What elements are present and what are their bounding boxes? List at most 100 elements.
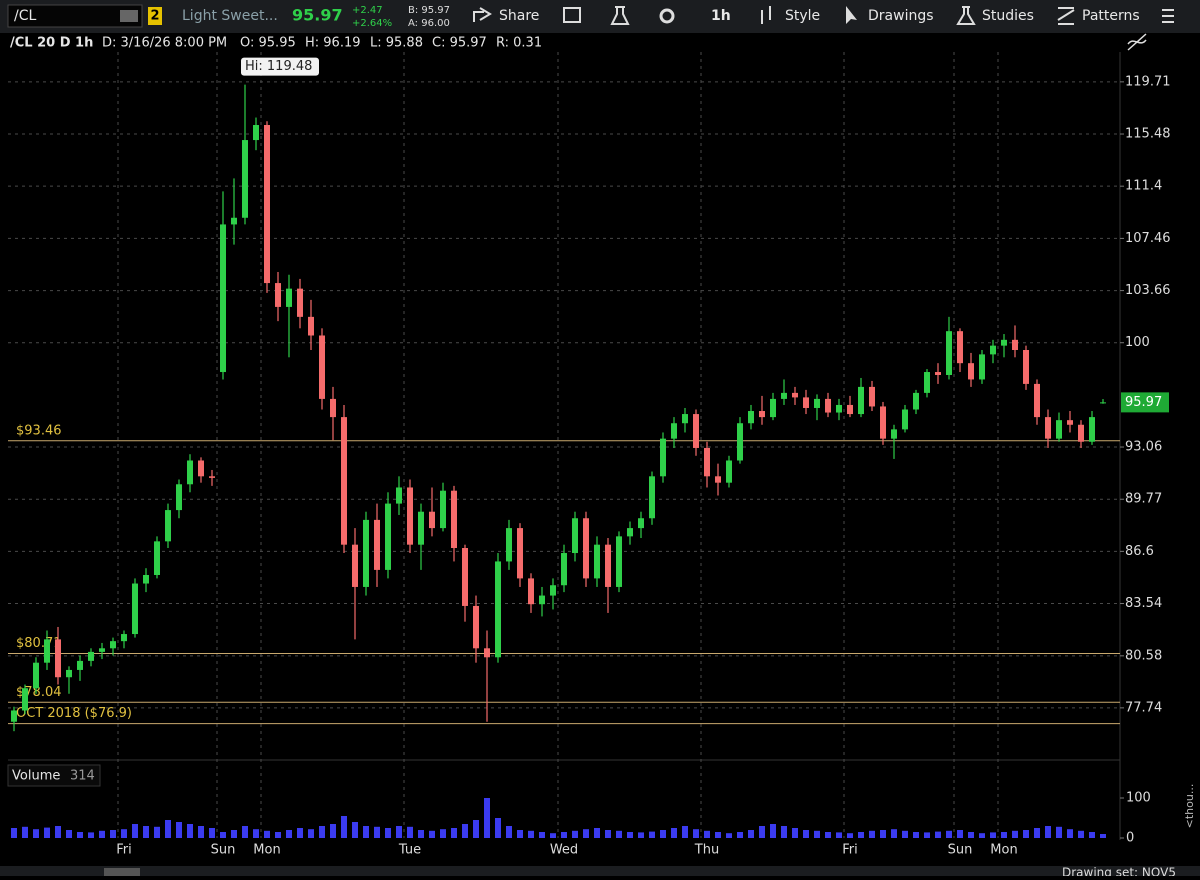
volume-bar [1045,826,1051,838]
bar-high: H: 96.19 [305,36,361,51]
candle-body [781,392,787,399]
candle-body [1012,339,1018,350]
volume-bar [99,830,105,838]
candle-body [704,447,710,477]
cursor-icon[interactable] [846,6,857,24]
candle-body [286,288,292,307]
candle-body [594,544,600,579]
volume-bar [330,824,336,838]
volume-bar [957,830,963,838]
candle-body [242,140,248,218]
volume-bar [198,826,204,838]
screen-icon[interactable] [563,7,581,23]
candle-body [165,510,171,542]
candle-body [132,583,138,635]
candle-body [22,688,28,711]
timeframe[interactable]: 1h [711,8,731,24]
candle-body [363,519,369,587]
candle-body [627,528,633,537]
symbol-box[interactable] [7,4,143,28]
drawing-set[interactable]: Drawing set: NOV5 [1062,866,1176,880]
volume-bar [869,830,875,838]
share[interactable]: Share [499,8,539,24]
x-tick-label: Sun [948,843,973,858]
candle-body [451,490,457,549]
volume-bar [165,820,171,838]
share-icon[interactable] [473,7,492,22]
candle-body [176,484,182,511]
candle-body [638,518,644,529]
volume-bar [55,826,61,838]
y-tick-label: 80.58 [1125,648,1162,663]
drawings[interactable]: Drawings [868,8,934,24]
volume-bar [572,830,578,838]
candle-body [869,386,875,407]
candle-body [957,331,963,364]
axis-icon[interactable] [1127,33,1147,51]
candle-body [253,125,259,141]
style-icon[interactable] [761,6,771,24]
candle-body [814,398,820,408]
volume-bar [825,832,831,838]
candle-body [583,518,589,579]
candle-body [1067,420,1073,425]
style[interactable]: Style [785,8,820,24]
candle-body [1045,417,1051,439]
studies[interactable]: Studies [982,8,1034,24]
candle-body [913,392,919,410]
candle-body [55,639,61,678]
candle-body [572,518,578,554]
volume-bar [737,832,743,838]
studies-icon[interactable] [956,6,976,25]
volume-bar [913,832,919,838]
patterns[interactable]: Patterns [1082,8,1140,24]
gear-icon[interactable] [659,8,675,24]
flask-icon[interactable] [610,6,630,25]
candle-body [264,125,270,284]
volume-bar [682,826,688,838]
bar-date: D: 3/16/26 8:00 PM [102,36,227,51]
volume-bar [704,830,710,838]
x-tick-label: Sun [211,843,236,858]
candle-body [550,585,556,596]
volume-bar [781,826,787,838]
volume-bar [1023,830,1029,838]
candle-body [473,605,479,649]
volume-bar [132,824,138,838]
volume-bar [715,832,721,838]
candle-body [649,476,655,519]
dropdown[interactable] [120,10,138,22]
patterns-icon[interactable] [1057,7,1075,25]
change-pct: +2.64% [352,18,392,29]
volume-bar [836,832,842,838]
symbol: /CL [14,8,36,24]
volume-bar [121,829,127,838]
volume-bar [110,830,116,838]
candle-body [770,398,776,418]
candle-body [759,411,765,418]
volume-bar [924,832,930,838]
volume-bar [220,832,226,838]
candle-body [418,511,424,545]
volume-bar [11,828,17,838]
volume-bar [550,833,556,838]
candle-body [726,460,732,483]
candle-body [220,224,226,373]
candle-body [660,438,666,477]
scroll-thumb[interactable] [104,868,140,876]
volume-bar [418,830,424,838]
bar-low: L: 95.88 [370,36,423,51]
candle-body [847,404,853,415]
volume-bar [77,832,83,838]
menu-icon[interactable] [1162,9,1174,23]
candle-body [836,404,842,413]
high-annotation-box [241,57,319,76]
candle-body [1001,339,1007,346]
volume-bar [858,832,864,838]
x-tick-label: Fri [842,843,858,858]
candle-body [924,372,930,393]
link-box[interactable] [148,7,162,25]
candle-body [407,487,413,545]
scrollbar[interactable] [0,866,1200,876]
